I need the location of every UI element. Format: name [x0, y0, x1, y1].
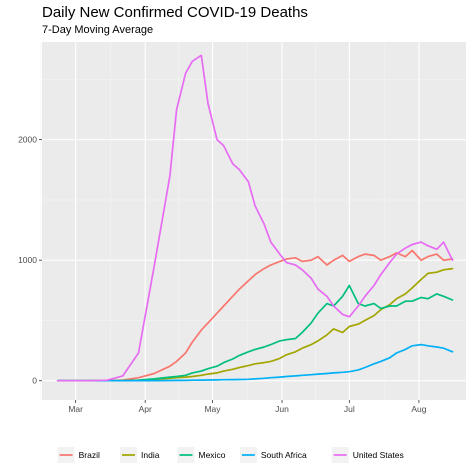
series-layer [56, 54, 454, 382]
series-line-brazil [56, 249, 454, 382]
legend: Brazil India Mexico South Africa United Stat… [57, 447, 404, 463]
x-tick-label: Mar [68, 404, 83, 414]
y-tick-label: 0 [32, 376, 37, 386]
chart-title: Daily New Confirmed COVID-19 Deaths [42, 4, 308, 21]
x-tick-label: Jun [275, 404, 289, 414]
x-tick-label: Apr [139, 404, 152, 414]
x-tick-label: Jul [344, 404, 355, 414]
plot-panel [42, 42, 466, 400]
legend-label: United States [353, 450, 404, 460]
legend-label: Brazil [79, 450, 100, 460]
series-line-mexico [56, 284, 454, 382]
legend-label: South Africa [261, 450, 307, 460]
legend-label: Mexico [199, 450, 226, 460]
axes: 0 1000 2000 Mar Apr May Jun Jul Aug [18, 135, 427, 414]
x-tick-label: Aug [411, 404, 426, 414]
x-tick-label: May [204, 404, 221, 414]
series-line-united-states [56, 54, 454, 382]
legend-label: India [141, 450, 160, 460]
grid [40, 42, 466, 400]
series-line-india [56, 267, 454, 382]
y-tick-label: 1000 [18, 255, 37, 265]
y-tick-label: 2000 [18, 135, 37, 145]
series-line-south-africa [56, 343, 454, 382]
chart-subtitle: 7-Day Moving Average [42, 24, 153, 36]
